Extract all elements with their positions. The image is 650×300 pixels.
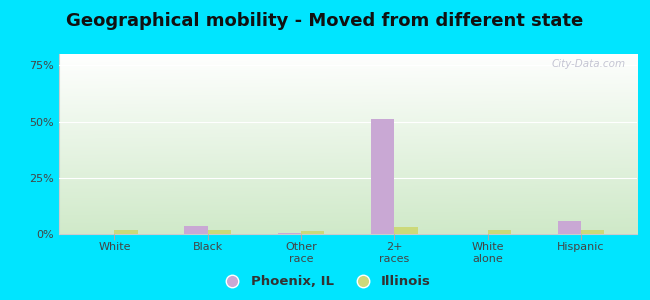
Bar bbox=[371, 119, 395, 234]
Bar bbox=[208, 230, 231, 234]
Text: City-Data.com: City-Data.com bbox=[551, 59, 625, 69]
Bar bbox=[581, 230, 604, 234]
Text: Geographical mobility - Moved from different state: Geographical mobility - Moved from diffe… bbox=[66, 12, 584, 30]
Bar bbox=[278, 233, 301, 234]
Bar bbox=[488, 230, 511, 234]
Bar bbox=[395, 227, 418, 234]
Bar bbox=[185, 226, 208, 234]
Legend: Phoenix, IL, Illinois: Phoenix, IL, Illinois bbox=[214, 270, 436, 293]
Bar bbox=[301, 231, 324, 234]
Bar bbox=[558, 220, 581, 234]
Bar bbox=[114, 230, 138, 234]
